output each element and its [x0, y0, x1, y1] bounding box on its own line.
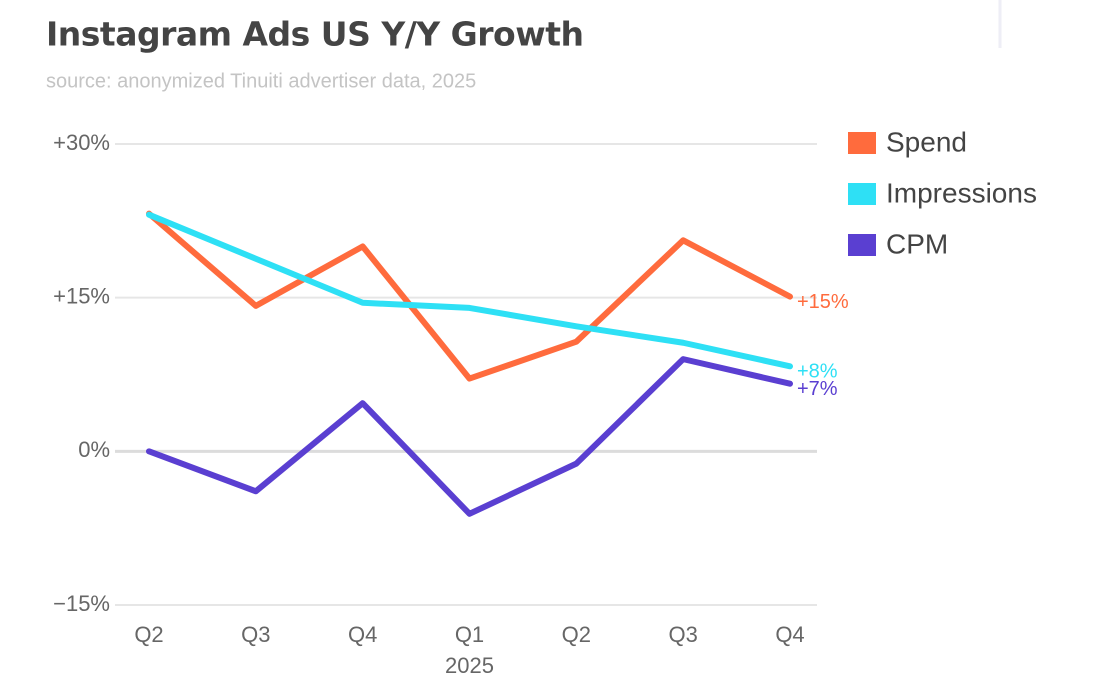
x-tick-label: Q3: [668, 622, 697, 647]
legend-label: Spend: [886, 126, 967, 157]
x-tick-label: Q2: [562, 622, 591, 647]
value-label: +7%: [797, 378, 838, 400]
y-tick-label: +30%: [53, 130, 110, 155]
value-label: +15%: [797, 291, 849, 313]
legend-swatch: [848, 183, 876, 205]
legend-swatch: [848, 234, 876, 256]
chart-title: Instagram Ads US Y/Y Growth: [46, 15, 583, 54]
x-tick-label: Q3: [241, 622, 270, 647]
y-tick-label: 0%: [78, 437, 110, 462]
x-tick-label: Q2: [134, 622, 163, 647]
line-series: [146, 210, 793, 382]
x-year-label: 2025: [445, 653, 494, 678]
legend-label: Impressions: [886, 177, 1037, 208]
legend-swatch: [848, 132, 876, 154]
value-label: +8%: [797, 361, 838, 383]
line-series: [146, 356, 793, 517]
chart-subtitle: source: anonymized Tinuiti advertiser da…: [46, 70, 476, 92]
x-tick-label: Q4: [348, 622, 377, 647]
y-tick-label: −15%: [53, 591, 110, 616]
legend-label: CPM: [886, 228, 948, 259]
y-tick-label: +15%: [53, 283, 110, 308]
x-tick-label: Q1: [455, 622, 484, 647]
line-series: [146, 211, 793, 370]
x-tick-label: Q4: [775, 622, 804, 647]
